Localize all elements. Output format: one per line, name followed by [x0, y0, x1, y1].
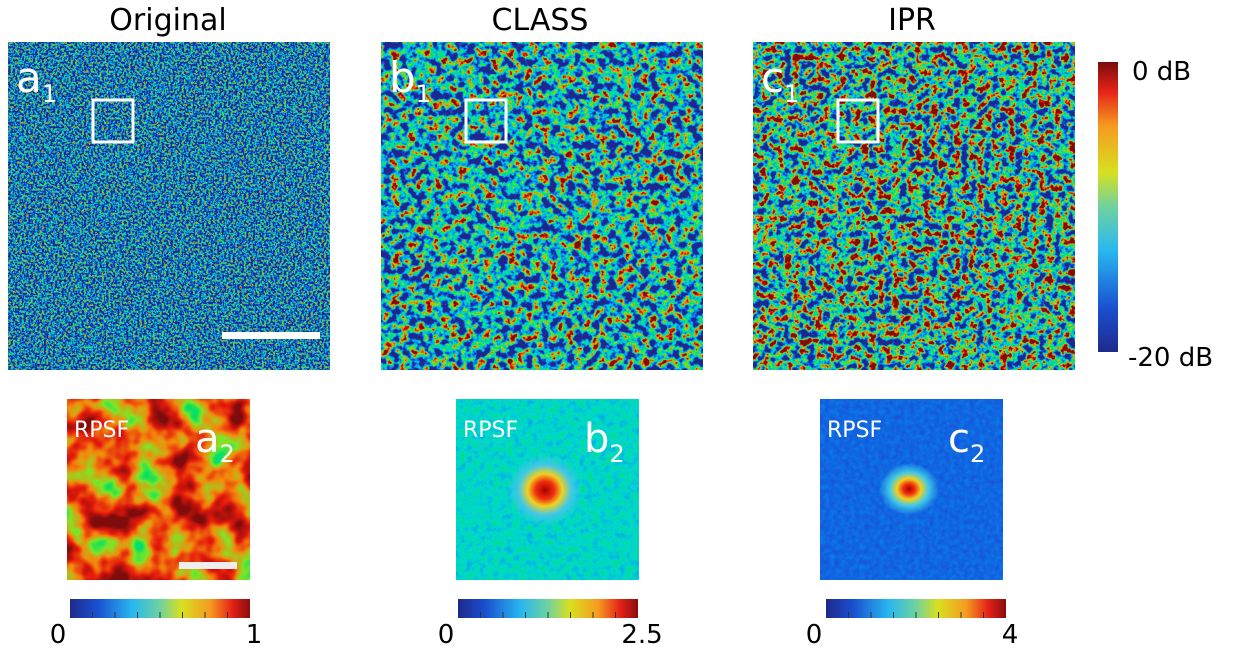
image-panel: [753, 42, 1075, 370]
panel-subscript: 1: [784, 80, 799, 108]
scale-bar: [222, 332, 320, 339]
panel-label: a1: [16, 53, 57, 108]
rpsf-caption: RPSF: [74, 418, 129, 443]
panel-letter: b: [584, 416, 609, 462]
colorbar-max: 1: [246, 620, 263, 650]
roi-box: [91, 98, 135, 144]
panel-subscript: 2: [970, 440, 985, 468]
panel-letter: a: [195, 416, 220, 462]
panel-label: c2: [948, 416, 985, 468]
panel-letter: b: [389, 53, 416, 102]
roi-box: [836, 98, 880, 144]
panel-subscript: 2: [220, 440, 235, 468]
panel-letter: a: [16, 53, 42, 102]
colorbar-min: 0: [806, 620, 823, 650]
panel-subscript: 1: [42, 80, 57, 108]
image-panel: [8, 42, 330, 370]
panel-subscript: 2: [609, 440, 624, 468]
panel-subscript: 1: [416, 80, 431, 108]
panel-label: a2: [195, 416, 235, 468]
psf-spot: [507, 454, 583, 526]
panel-label: c1: [761, 53, 799, 108]
scale-bar: [179, 562, 237, 569]
rpsf-caption: RPSF: [827, 418, 882, 443]
colorbar: [1098, 62, 1118, 352]
panel-title: CLASS: [492, 3, 589, 38]
panel-title: Original: [109, 3, 226, 38]
panel-letter: c: [761, 53, 784, 102]
panel-label: b2: [584, 416, 625, 468]
colorbar-min: 0: [438, 620, 455, 650]
colorbar-max: 0 dB: [1132, 57, 1191, 87]
colorbar-max: 2.5: [621, 620, 662, 650]
rpsf-caption: RPSF: [463, 418, 518, 443]
roi-box: [464, 98, 508, 144]
rpsf-image: [67, 399, 250, 580]
images: [8, 42, 1118, 618]
panel-title: IPR: [888, 3, 936, 38]
colorbar-min: -20 dB: [1128, 343, 1213, 373]
psf-spot: [879, 463, 939, 515]
image-panel: [381, 42, 703, 370]
colorbar-max: 4: [1002, 620, 1019, 650]
panel-label: b1: [389, 53, 431, 108]
panel-letter: c: [948, 416, 970, 462]
colorbar-min: 0: [50, 620, 67, 650]
